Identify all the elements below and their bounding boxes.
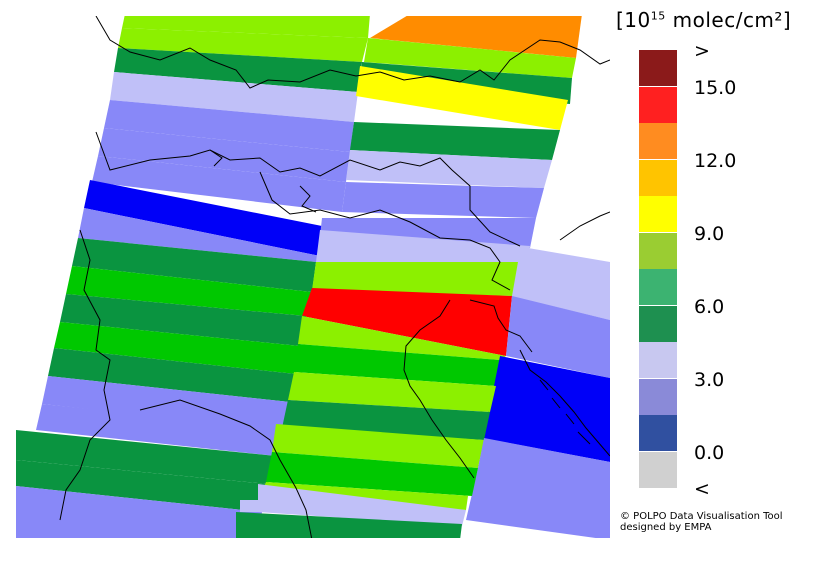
swath-pixel	[114, 48, 362, 92]
legend-label: 3.0	[694, 368, 725, 391]
no2-column-map	[16, 16, 610, 538]
swath-pixel	[312, 262, 518, 296]
balkan-border	[559, 211, 610, 241]
swath-pixel	[506, 296, 610, 378]
unit-suffix: molec/cm²]	[665, 8, 792, 32]
legend-swatch	[639, 232, 677, 269]
legend-swatch	[639, 159, 677, 196]
legend-label: 15.0	[694, 76, 737, 99]
legend-unit: [1015 molec/cm²]	[616, 8, 791, 32]
italy-west-coast	[139, 399, 313, 538]
legend-swatch	[639, 86, 677, 123]
coastlines-and-borders	[59, 16, 610, 538]
unit-exponent: 15	[650, 9, 666, 23]
swath-pixel	[236, 512, 462, 538]
swath-pixel	[118, 28, 368, 62]
croatia-islands	[539, 379, 591, 445]
swath-pixel	[16, 430, 276, 484]
swath-pixel	[298, 316, 506, 360]
legend-swatch	[639, 451, 677, 488]
legend-label: >	[694, 40, 710, 62]
swath-pixel	[346, 150, 552, 188]
swath-pixel	[16, 486, 262, 538]
swath-pixel	[288, 372, 496, 412]
italy-adriatic-coast	[403, 299, 475, 479]
legend-label: 12.0	[694, 149, 737, 172]
legend-swatch	[639, 342, 677, 378]
swath-pixel	[294, 344, 500, 386]
swath-pixel	[356, 66, 568, 130]
lake-border	[209, 149, 317, 213]
legend-below-label: <	[694, 478, 710, 500]
alpine-border	[95, 16, 610, 89]
legend-swatch	[639, 50, 677, 86]
credit-text: © POLPO Data Visualisation Tool designed…	[620, 511, 783, 533]
legend-swatch	[639, 415, 677, 451]
swath-pixel	[104, 100, 354, 152]
swath-pixel	[54, 322, 300, 374]
swath-pixel	[66, 266, 312, 316]
unit-prefix: [10	[616, 8, 651, 32]
france-italy-border	[59, 229, 111, 521]
swath-pixel	[260, 482, 472, 510]
swath-pixel	[258, 484, 466, 526]
swath-pixel	[320, 218, 536, 248]
swath-pixel	[122, 16, 370, 38]
swath-pixels	[16, 16, 610, 538]
credit-line-2: designed by EMPA	[620, 522, 712, 533]
legend-label: 0.0	[694, 441, 725, 464]
swath-pixel	[266, 452, 478, 496]
legend-swatch	[639, 196, 677, 232]
swath-pixel	[364, 38, 576, 78]
swath-pixel	[302, 288, 512, 356]
legend-label: 9.0	[694, 222, 725, 245]
legend-swatch	[639, 269, 677, 305]
swath-pixel	[466, 438, 610, 538]
swath-pixel	[240, 500, 270, 512]
swath-pixel	[16, 460, 268, 512]
swath-pixel	[272, 424, 484, 468]
austria-italy-border	[259, 171, 511, 291]
legend-label: 6.0	[694, 295, 725, 318]
swath-pixel	[98, 128, 350, 182]
swath-pixel	[72, 238, 316, 292]
credit-line-1: © POLPO Data Visualisation Tool	[620, 511, 783, 522]
legend-swatch	[639, 305, 677, 342]
slovenia-coast	[469, 299, 533, 353]
swath-pixel	[84, 180, 322, 256]
croatia-coast	[519, 349, 610, 457]
swath-pixel	[342, 182, 544, 218]
legend-swatch	[639, 378, 677, 415]
swath-pixel	[482, 356, 610, 462]
swath-pixel	[316, 230, 530, 262]
legend-swatch	[639, 123, 677, 159]
swath-pixel	[92, 156, 346, 212]
swiss-border	[95, 131, 521, 247]
swath-pixel	[350, 122, 560, 160]
swath-pixel	[110, 72, 358, 122]
swath-pixel	[78, 208, 320, 262]
swath-pixel	[60, 294, 306, 346]
swath-pixel	[36, 404, 282, 456]
